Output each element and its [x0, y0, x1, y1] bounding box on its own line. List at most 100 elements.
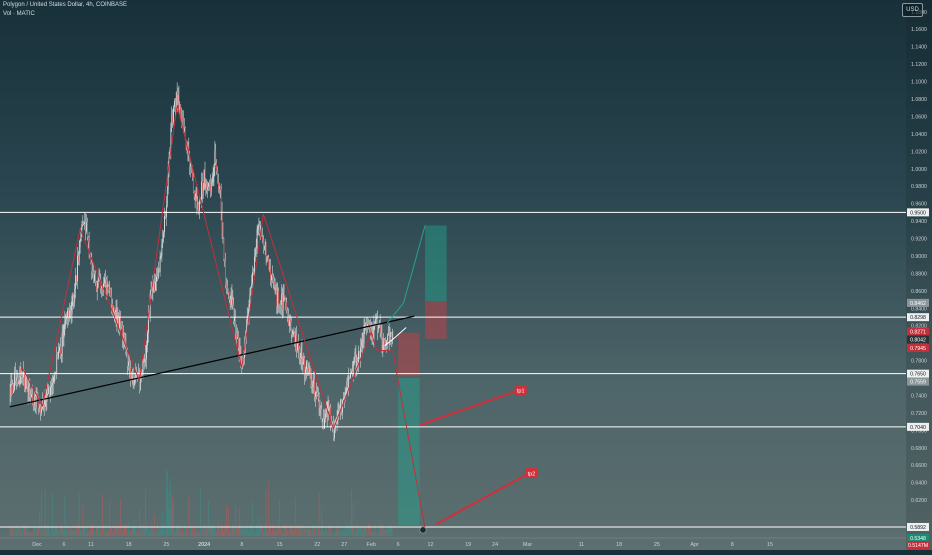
zigzag-line: [20, 104, 426, 529]
volume-bar: [81, 530, 83, 536]
candle-body: [316, 392, 318, 396]
candle-body: [55, 372, 57, 373]
candle-body: [274, 285, 276, 291]
volume-bar: [207, 523, 209, 536]
currency-button[interactable]: USD: [902, 3, 923, 17]
candle-body: [12, 384, 14, 393]
candle-body: [378, 324, 379, 330]
volume-bar: [144, 527, 146, 536]
volume-bar: [148, 528, 149, 536]
candle-body: [314, 378, 315, 397]
candle-body: [249, 294, 251, 305]
candle-body: [320, 407, 322, 410]
volume-bar: [109, 500, 111, 536]
volume-bar: [253, 530, 254, 536]
candle-body: [268, 256, 270, 270]
level-badge: [907, 522, 929, 531]
volume-bar: [122, 524, 124, 536]
volume-bar: [200, 489, 201, 536]
volume-bar: [90, 524, 92, 536]
candle-body: [171, 114, 173, 128]
candle-body: [197, 203, 199, 205]
candle-body: [36, 391, 38, 394]
y-tick-label: 1.1200: [911, 62, 927, 68]
candle-body: [311, 384, 313, 387]
candle-body: [265, 241, 267, 258]
candle-body: [51, 385, 52, 388]
volume-bar: [107, 531, 109, 536]
candle-body: [26, 375, 28, 389]
x-tick-label: 6: [62, 542, 65, 548]
candle-body: [145, 354, 147, 360]
candle-body: [188, 145, 190, 154]
volume-bar: [382, 523, 384, 536]
volume-bar: [236, 529, 238, 536]
volume-bar: [180, 531, 182, 536]
candle-body: [240, 348, 242, 366]
candle-body: [116, 308, 118, 324]
candle-body: [390, 332, 392, 334]
candle-body: [285, 297, 287, 303]
volume-bar: [32, 532, 33, 536]
candle-body: [59, 346, 60, 352]
candle-body: [255, 248, 257, 250]
candle-body: [293, 330, 295, 334]
volume-bar: [289, 525, 290, 536]
volume-bar: [326, 530, 328, 536]
volume-bar: [34, 527, 36, 536]
candle-body: [86, 222, 88, 238]
y-tick-label: 1.0800: [911, 97, 927, 103]
volume-bar: [318, 492, 320, 536]
candle-body: [385, 344, 386, 345]
volume-bar: [307, 528, 309, 536]
candle-body: [226, 284, 227, 288]
candle-body: [22, 377, 23, 378]
candle-body: [71, 296, 73, 314]
volume-bar: [165, 529, 166, 536]
price-badge: [907, 534, 929, 542]
candle-body: [220, 190, 222, 212]
volume-bar: [119, 527, 120, 536]
volume-bar: [86, 532, 87, 536]
candle-body: [305, 369, 306, 375]
volume-bar: [15, 524, 17, 536]
volume-bar: [131, 525, 133, 536]
candle-body: [117, 316, 119, 324]
volume-bar: [59, 530, 60, 536]
volume-bar: [127, 531, 129, 536]
volume-bar: [301, 526, 303, 536]
candle-body: [123, 334, 125, 340]
price-badge-label: 0.5348: [910, 536, 926, 542]
volume-bar: [337, 523, 339, 536]
volume-bar: [52, 526, 54, 536]
candle-body: [227, 289, 229, 293]
volume-bar: [83, 524, 85, 536]
candle-body: [60, 346, 61, 356]
volume-bar: [317, 528, 319, 536]
volume-bar: [182, 526, 183, 536]
candle-body: [326, 409, 328, 421]
candle-body: [161, 244, 163, 256]
trendline: [9, 315, 415, 408]
volume-bar: [346, 523, 348, 536]
volume-bar: [186, 528, 188, 536]
volume-bar: [310, 530, 312, 536]
candle-body: [162, 238, 164, 245]
candle-body: [154, 283, 156, 291]
volume-bar: [20, 528, 22, 536]
volume-bar: [270, 523, 271, 536]
volume-bar: [329, 526, 331, 536]
volume-bar: [368, 523, 369, 536]
volume-bar: [133, 525, 135, 536]
volume-bar: [181, 532, 182, 536]
candle-body: [190, 163, 191, 167]
volume-bar: [291, 529, 293, 536]
volume-bar: [192, 525, 193, 536]
volume-bar: [306, 528, 307, 536]
volume-bar: [160, 528, 162, 536]
candle-body: [35, 391, 37, 408]
volume-bar: [262, 524, 263, 536]
candle-body: [23, 371, 24, 378]
